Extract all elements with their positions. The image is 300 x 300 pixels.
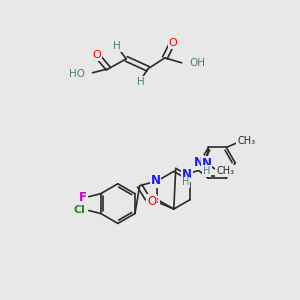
Text: H: H — [113, 41, 121, 51]
Text: O: O — [168, 38, 177, 48]
Text: N: N — [182, 168, 192, 181]
Text: HO: HO — [69, 69, 85, 79]
Text: O: O — [92, 50, 101, 60]
Text: H: H — [137, 76, 145, 87]
Text: H: H — [182, 177, 189, 187]
Text: CH₃: CH₃ — [237, 136, 255, 146]
Text: N: N — [151, 174, 160, 187]
Text: CH₃: CH₃ — [216, 166, 234, 176]
Text: N: N — [202, 157, 212, 170]
Text: OH: OH — [190, 58, 206, 68]
Text: H: H — [203, 166, 210, 176]
Text: N: N — [194, 156, 203, 170]
Text: O: O — [147, 195, 156, 208]
Text: F: F — [79, 191, 87, 204]
Text: Cl: Cl — [74, 205, 86, 214]
Text: F: F — [151, 196, 159, 210]
